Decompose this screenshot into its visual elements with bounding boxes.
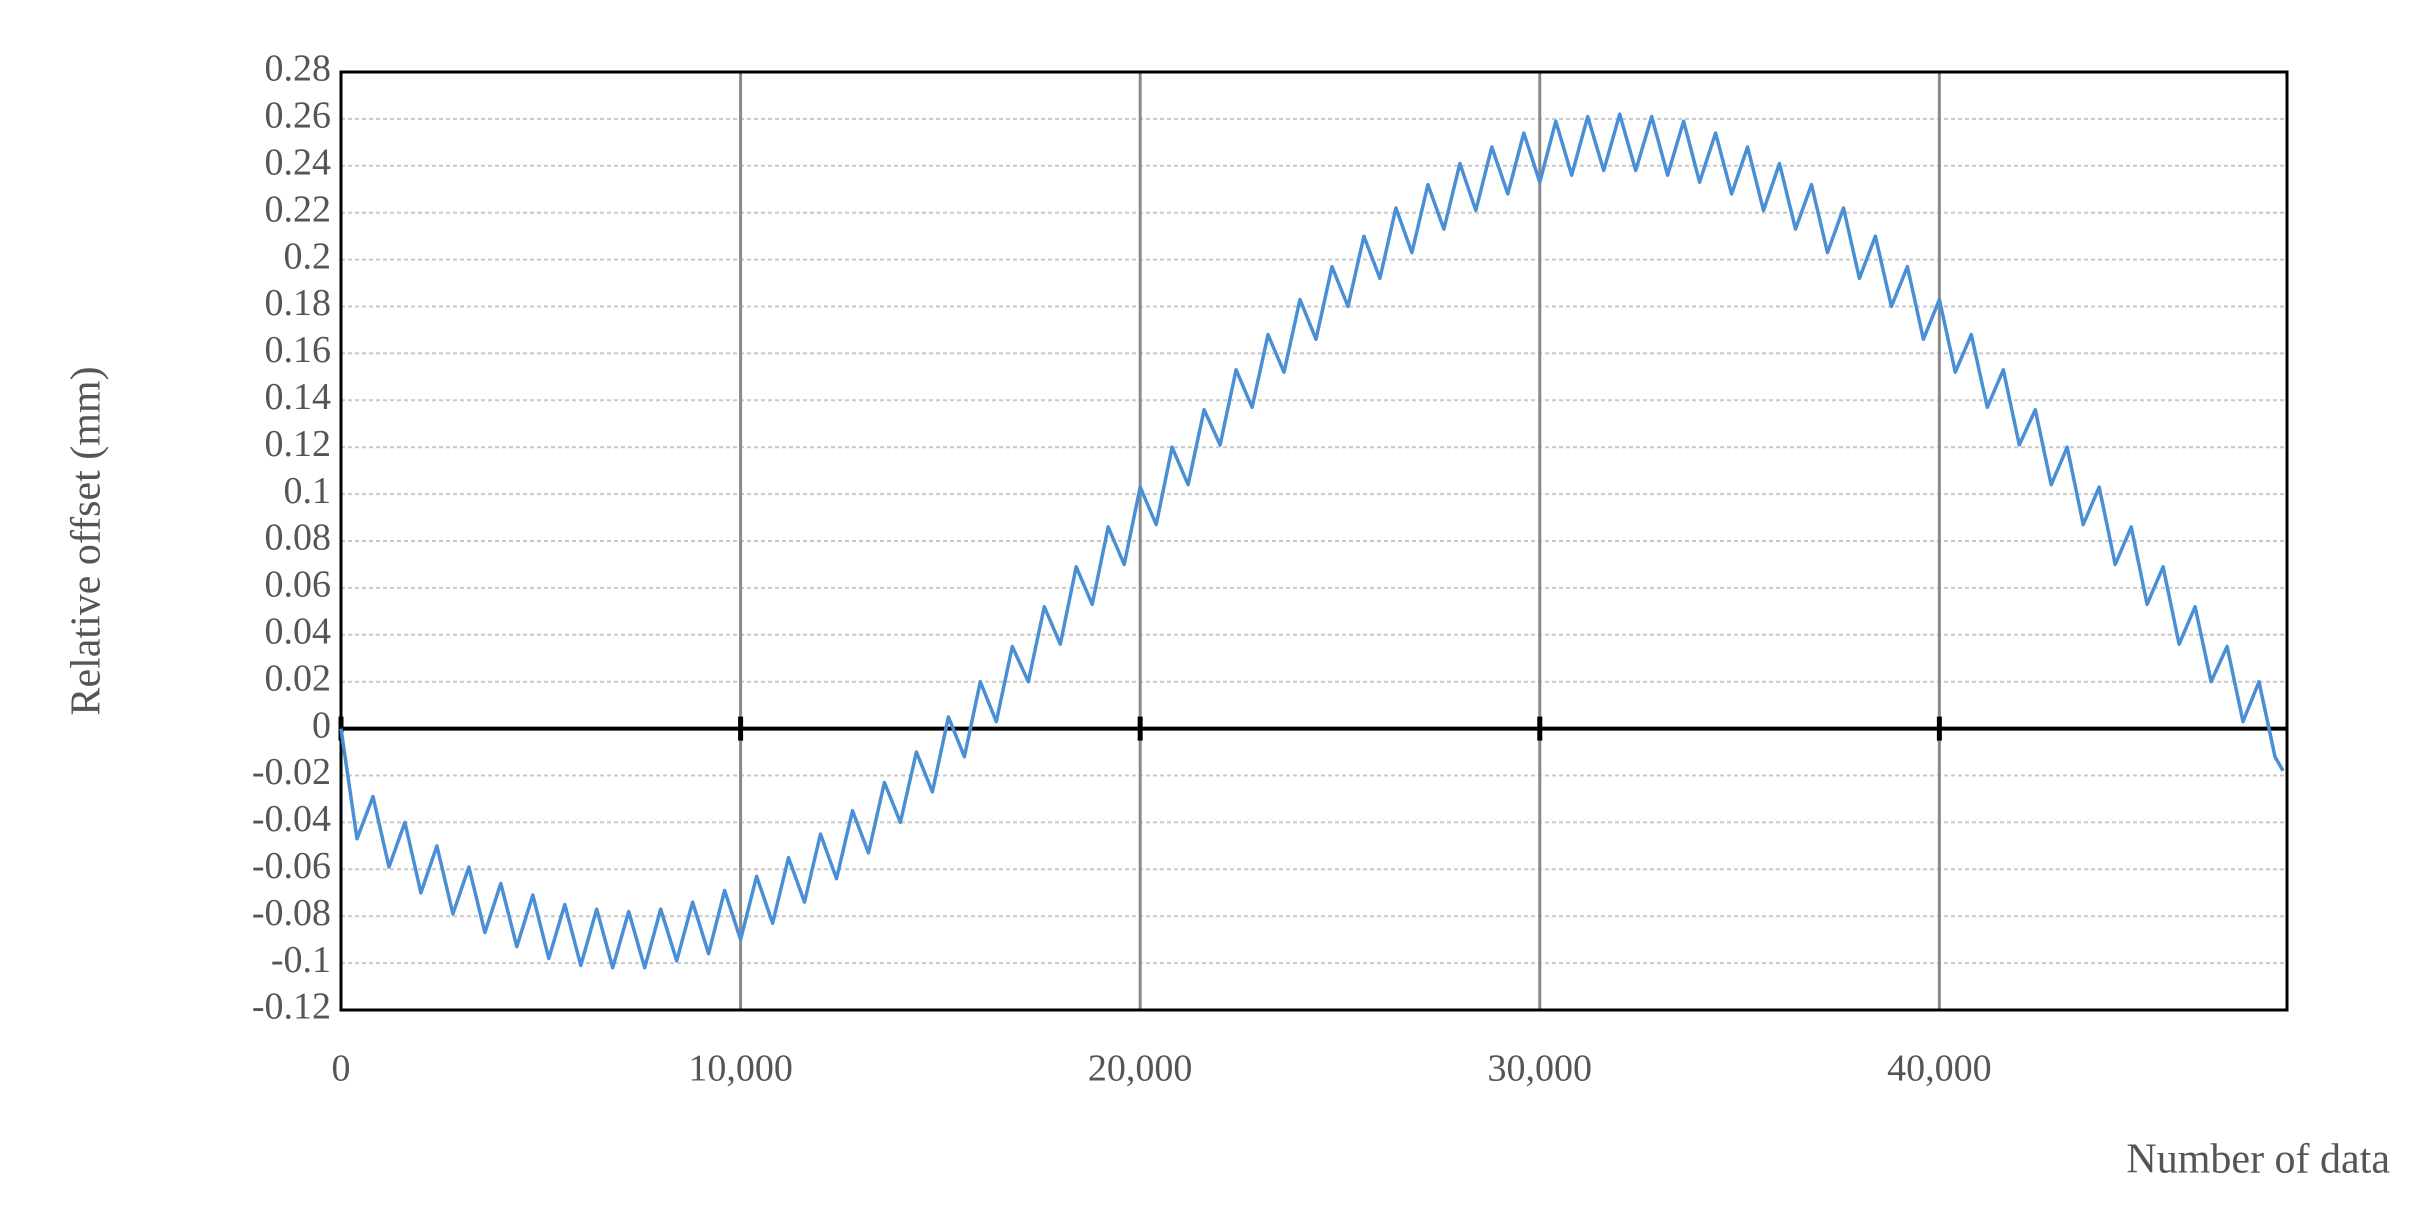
y-tick-label: 0.24: [265, 142, 332, 184]
y-tick-label: 0: [312, 704, 331, 746]
y-tick-label: 0.14: [265, 376, 332, 418]
x-tick-label: 20,000: [1088, 1048, 1193, 1090]
y-tick-label: 0.1: [284, 470, 332, 512]
y-tick-label: 0.22: [265, 188, 332, 230]
y-tick-label: 0.12: [265, 423, 332, 465]
x-axis-title: Number of data: [2126, 1137, 2390, 1183]
y-tick-label: 0.26: [265, 95, 332, 137]
x-tick-label: 40,000: [1887, 1048, 1992, 1090]
y-tick-label: 0.04: [265, 611, 332, 653]
x-tick-label: 30,000: [1488, 1048, 1593, 1090]
y-tick-label: 0.06: [265, 564, 332, 606]
plot-frame: [339, 70, 2289, 1012]
y-tick-label: -0.06: [252, 845, 331, 887]
y-tick-label: -0.02: [252, 751, 331, 793]
y-tick-label: 0.2: [284, 235, 332, 277]
y-tick-label: 0.18: [265, 282, 332, 324]
x-tick-label: 10,000: [688, 1048, 793, 1090]
y-tick-label: -0.04: [252, 798, 331, 840]
data-line: [339, 112, 2285, 970]
y-tick-label: -0.12: [252, 986, 331, 1028]
y-tick-label: 0.28: [265, 48, 332, 90]
y-tick-label: -0.1: [271, 939, 331, 981]
y-tick-label: 0.02: [265, 657, 332, 699]
y-tick-label: 0.16: [265, 329, 332, 371]
y-axis-title: Relative offset (mm): [64, 366, 110, 715]
y-tick-label: 0.08: [265, 517, 332, 559]
x-tick-label: 0: [332, 1048, 351, 1090]
y-tick-label: -0.08: [252, 892, 331, 934]
